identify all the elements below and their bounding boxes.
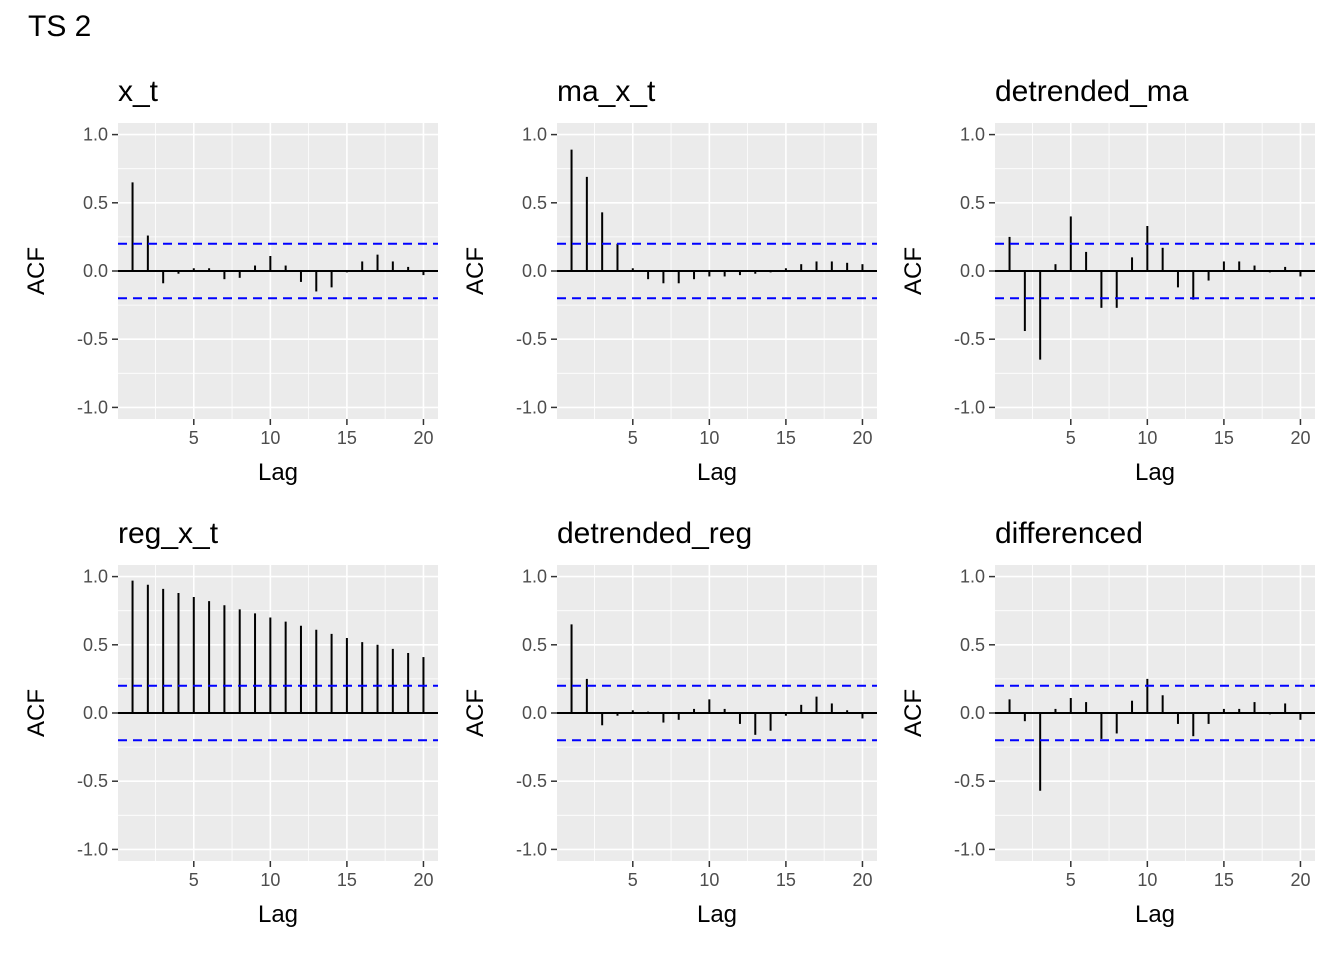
y-axis-title: ACF	[23, 247, 50, 295]
y-tick-label: -1.0	[954, 839, 985, 859]
y-tick-label: 0.0	[83, 261, 108, 281]
x-tick-label: 20	[1290, 428, 1310, 448]
x-tick-label: 5	[628, 870, 638, 890]
x-tick-label: 10	[260, 870, 280, 890]
x-axis-title: Lag	[1135, 901, 1175, 928]
panel-title: x_t	[118, 75, 159, 108]
y-tick-label: -0.5	[516, 329, 547, 349]
x-axis-title: Lag	[258, 459, 298, 486]
x-axis-title: Lag	[697, 459, 737, 486]
y-axis-title: ACF	[900, 689, 927, 737]
y-tick-label: -1.0	[77, 839, 108, 859]
acf-panel-3: 1.0 0.5 0.0 -0.5 -1.0 5 10 15 20 Lag ACF detrended_…	[900, 75, 1315, 486]
x-tick-label: 15	[337, 428, 357, 448]
panel-title: reg_x_t	[118, 517, 219, 550]
y-axis-title: ACF	[462, 689, 489, 737]
x-tick-label: 5	[189, 428, 199, 448]
x-tick-label: 10	[1137, 428, 1157, 448]
x-tick-label: 20	[413, 870, 433, 890]
x-tick-label: 20	[413, 428, 433, 448]
x-tick-label: 5	[1066, 428, 1076, 448]
acf-panel-1: 1.0 0.5 0.0 -0.5 -1.0 5 10 15 20 Lag ACF x_t	[23, 75, 438, 486]
panel-title: detrended_ma	[995, 75, 1189, 108]
y-tick-label: -1.0	[77, 397, 108, 417]
x-tick-label: 20	[852, 428, 872, 448]
x-axis-title: Lag	[697, 901, 737, 928]
y-tick-label: 0.0	[83, 703, 108, 723]
x-axis-title: Lag	[1135, 459, 1175, 486]
x-tick-label: 5	[628, 428, 638, 448]
x-tick-label: 5	[189, 870, 199, 890]
acf-panel-6: 1.0 0.5 0.0 -0.5 -1.0 5 10 15 20 Lag ACF difference…	[900, 517, 1315, 928]
x-axis-title: Lag	[258, 901, 298, 928]
y-tick-label: 0.5	[960, 193, 985, 213]
y-tick-label: -0.5	[516, 771, 547, 791]
y-tick-label: 1.0	[960, 567, 985, 587]
x-tick-label: 10	[699, 428, 719, 448]
x-tick-label: 15	[1214, 870, 1234, 890]
y-axis-title: ACF	[900, 247, 927, 295]
x-tick-label: 10	[1137, 870, 1157, 890]
y-tick-label: 1.0	[960, 125, 985, 145]
y-tick-label: 0.0	[522, 703, 547, 723]
y-tick-label: -1.0	[954, 397, 985, 417]
y-tick-label: -1.0	[516, 839, 547, 859]
x-tick-label: 15	[1214, 428, 1234, 448]
x-tick-label: 15	[776, 870, 796, 890]
y-tick-label: 1.0	[522, 567, 547, 587]
y-tick-label: -1.0	[516, 397, 547, 417]
acf-panel-4: 1.0 0.5 0.0 -0.5 -1.0 5 10 15 20 Lag ACF reg_x_t	[23, 517, 438, 928]
x-tick-label: 15	[337, 870, 357, 890]
acf-panel-5: 1.0 0.5 0.0 -0.5 -1.0 5 10 15 20 Lag ACF detrended_…	[462, 517, 877, 928]
x-tick-label: 10	[699, 870, 719, 890]
y-axis-title: ACF	[23, 689, 50, 737]
x-tick-label: 5	[1066, 870, 1076, 890]
y-tick-label: -0.5	[954, 771, 985, 791]
y-axis-title: ACF	[462, 247, 489, 295]
acf-panel-2: 1.0 0.5 0.0 -0.5 -1.0 5 10 15 20 Lag ACF ma_x_t	[462, 75, 877, 486]
panel-title: ma_x_t	[557, 75, 656, 108]
y-tick-label: 0.5	[522, 635, 547, 655]
figure-title: TS 2	[28, 10, 92, 43]
y-tick-label: -0.5	[77, 771, 108, 791]
y-tick-label: 0.0	[522, 261, 547, 281]
x-tick-label: 15	[776, 428, 796, 448]
y-tick-label: -0.5	[77, 329, 108, 349]
x-tick-label: 20	[852, 870, 872, 890]
y-tick-label: 0.5	[522, 193, 547, 213]
y-tick-label: 1.0	[83, 125, 108, 145]
y-tick-label: 1.0	[83, 567, 108, 587]
panel-title: detrended_reg	[557, 517, 752, 550]
y-tick-label: 0.5	[83, 635, 108, 655]
y-tick-label: 0.0	[960, 261, 985, 281]
x-tick-label: 20	[1290, 870, 1310, 890]
y-tick-label: 0.0	[960, 703, 985, 723]
y-tick-label: 0.5	[83, 193, 108, 213]
x-tick-label: 10	[260, 428, 280, 448]
y-tick-label: 0.5	[960, 635, 985, 655]
panel-title: differenced	[995, 517, 1143, 550]
y-tick-label: -0.5	[954, 329, 985, 349]
y-tick-label: 1.0	[522, 125, 547, 145]
